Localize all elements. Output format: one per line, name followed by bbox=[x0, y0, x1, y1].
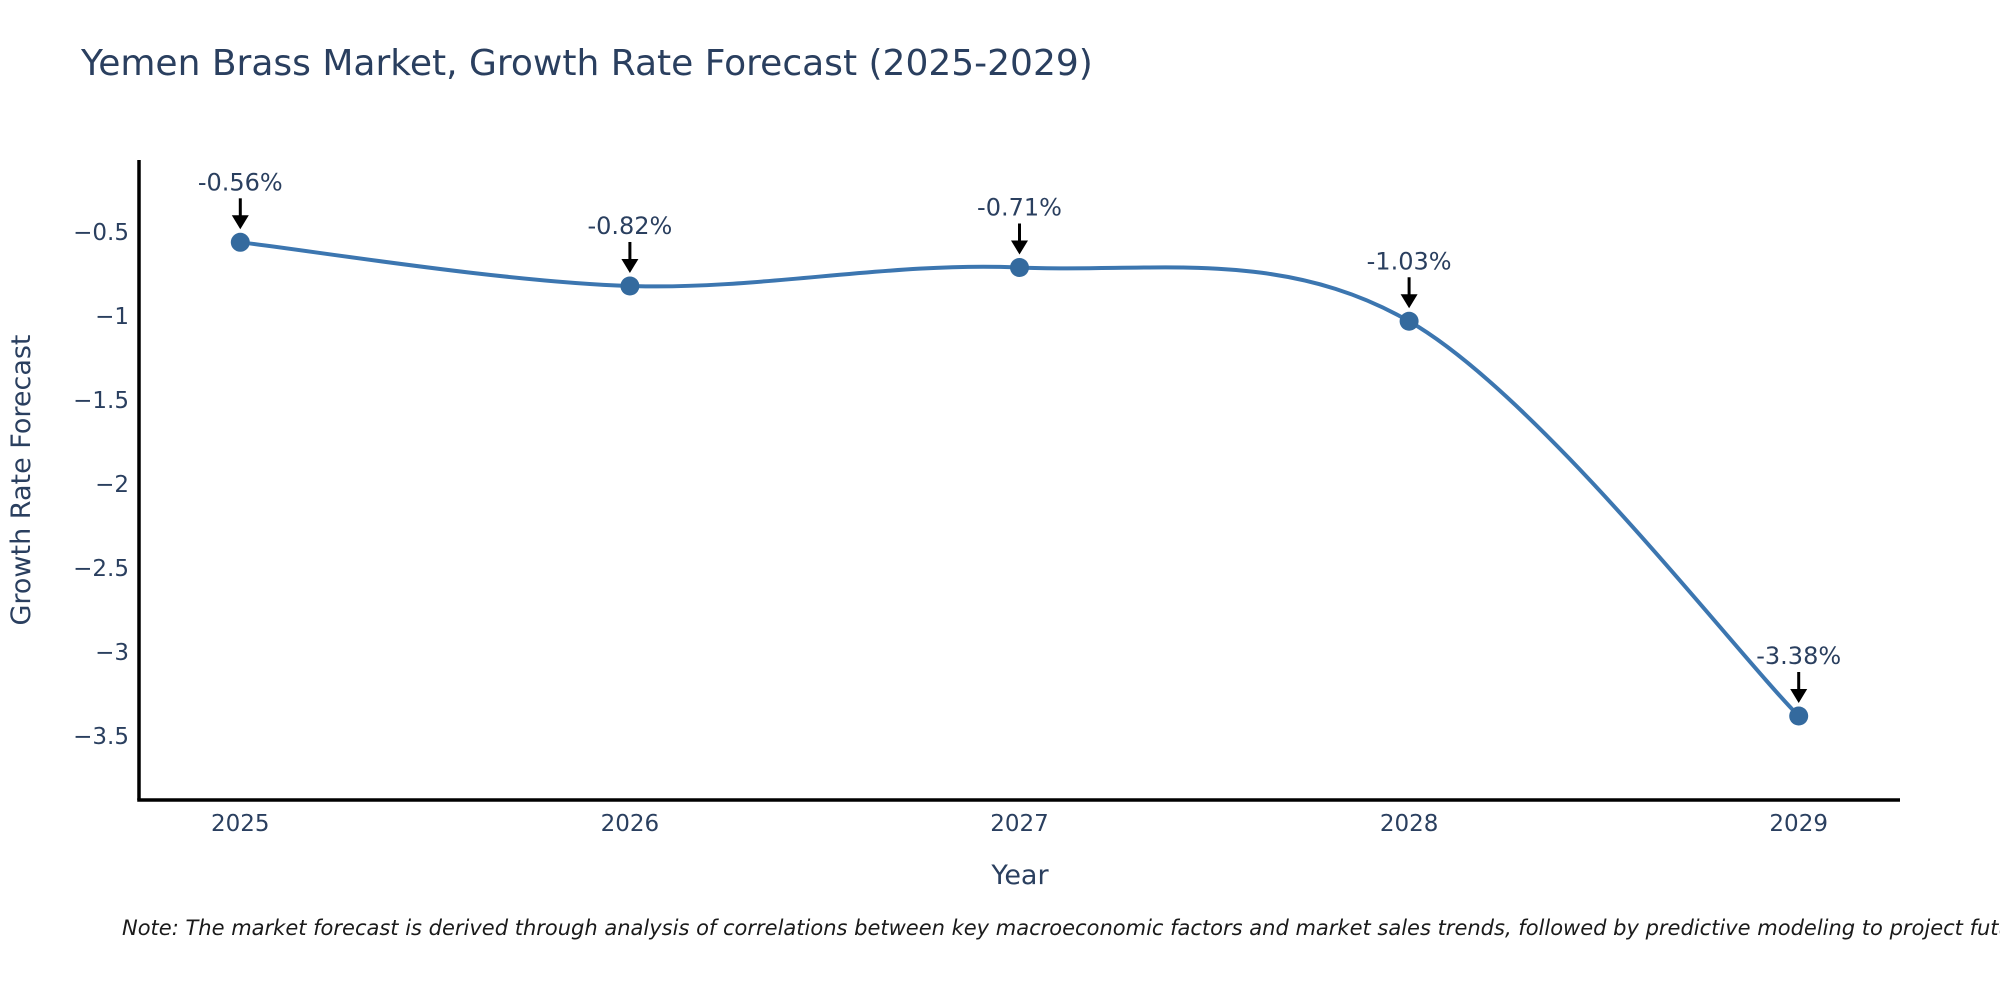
chart-footnote: Note: The market forecast is derived thr… bbox=[122, 916, 2000, 940]
series-layer bbox=[230, 232, 1809, 726]
annotation-arrowhead-icon bbox=[621, 258, 639, 273]
annotation-arrowhead-icon bbox=[1790, 689, 1808, 704]
axes-layer: −0.5 −1 −1.5 −2 −2.5 −3 −3.5 2025 2026 2027 2028 20… bbox=[73, 160, 1900, 837]
y-axis-title: Growth Rate Forecast bbox=[6, 334, 37, 625]
x-axis-title: Year bbox=[990, 860, 1049, 891]
data-point-marker-2027[interactable] bbox=[1010, 258, 1029, 278]
y-tick-label: −2.5 bbox=[73, 556, 129, 582]
chart-title: Yemen Brass Market, Growth Rate Forecast… bbox=[81, 43, 1093, 84]
y-tick-label: −1 bbox=[95, 304, 129, 330]
x-tick-label: 2029 bbox=[1769, 811, 1828, 837]
forecast-line bbox=[240, 240, 1801, 718]
x-tick-label: 2027 bbox=[990, 811, 1049, 837]
data-point-marker-2028[interactable] bbox=[1399, 311, 1419, 331]
y-tick-label: −2 bbox=[95, 472, 129, 498]
annotations-layer: -0.56% -0.82% -0.71% -1.03% -3.38% bbox=[198, 168, 1841, 704]
x-tick-label: 2026 bbox=[601, 811, 660, 837]
point-annotation-label: -3.38% bbox=[1756, 642, 1841, 670]
x-tick-label: 2025 bbox=[211, 811, 270, 837]
data-point-marker-2025[interactable] bbox=[230, 232, 250, 252]
annotation-arrowhead-icon bbox=[1011, 240, 1028, 255]
y-tick-label: −3 bbox=[95, 640, 129, 666]
point-annotation-label: -0.82% bbox=[587, 212, 672, 240]
annotation-arrowhead-icon bbox=[1400, 294, 1418, 309]
y-tick-label: −0.5 bbox=[73, 220, 129, 246]
point-annotation-label: -0.56% bbox=[198, 168, 283, 196]
annotation-arrowhead-icon bbox=[231, 215, 249, 230]
point-annotation-label: -0.71% bbox=[977, 194, 1062, 222]
point-annotation-label: -1.03% bbox=[1367, 247, 1452, 275]
data-point-marker-2026[interactable] bbox=[620, 276, 640, 296]
data-point-marker-2029[interactable] bbox=[1789, 706, 1809, 726]
y-tick-label: −1.5 bbox=[73, 388, 129, 414]
y-tick-label: −3.5 bbox=[73, 724, 129, 750]
x-tick-label: 2028 bbox=[1380, 811, 1439, 837]
